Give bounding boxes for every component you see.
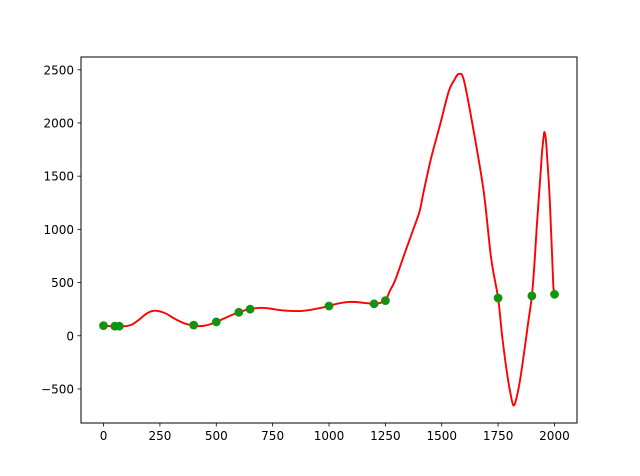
data-point-marker: [493, 293, 503, 303]
data-point-marker: [99, 321, 108, 330]
x-tick-label: 1250: [370, 429, 401, 443]
x-tick-label: 1750: [483, 429, 514, 443]
y-tick-label: 2500: [43, 63, 74, 77]
x-tick-label: 750: [261, 429, 284, 443]
x-tick-label: 0: [100, 429, 108, 443]
axes-frame: [80, 56, 578, 424]
y-tick-label: 500: [51, 276, 74, 290]
y-tick-label: 0: [66, 329, 74, 343]
x-tick-label: 250: [148, 429, 171, 443]
data-point-marker: [527, 291, 537, 301]
data-point-marker: [189, 320, 199, 330]
data-point-marker: [369, 299, 379, 309]
x-tick-label: 1000: [314, 429, 345, 443]
data-point-marker: [381, 296, 390, 305]
data-point-marker: [245, 304, 255, 314]
x-tick-label: 2000: [539, 429, 570, 443]
y-tick-label: −500: [41, 382, 74, 396]
y-tick-label: 1000: [43, 223, 74, 237]
x-tick-label: 1500: [426, 429, 457, 443]
y-tick-label: 2000: [43, 116, 74, 130]
data-point-marker: [211, 317, 221, 327]
data-point-marker: [114, 321, 124, 331]
data-point-marker: [550, 289, 559, 299]
data-point-marker: [324, 301, 334, 311]
data-point-marker: [234, 307, 244, 317]
y-tick-label: 1500: [43, 170, 74, 184]
x-tick-label: 500: [205, 429, 228, 443]
